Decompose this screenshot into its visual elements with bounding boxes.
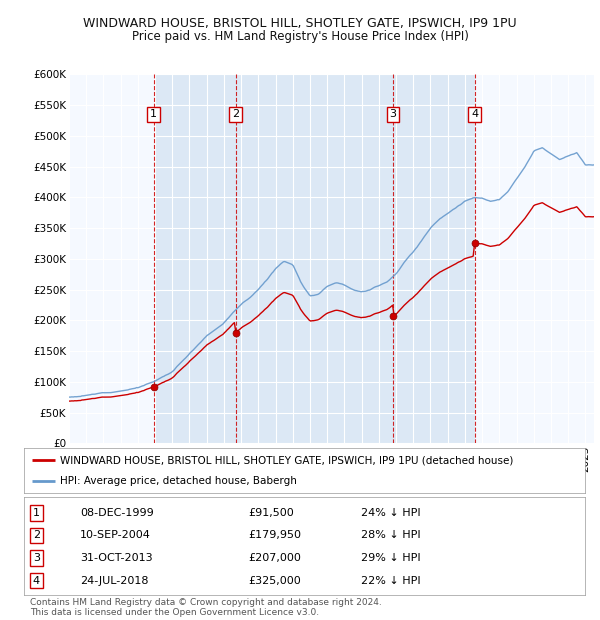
Text: 24-JUL-2018: 24-JUL-2018: [80, 575, 149, 585]
Text: 4: 4: [471, 109, 478, 120]
Text: WINDWARD HOUSE, BRISTOL HILL, SHOTLEY GATE, IPSWICH, IP9 1PU (detached house): WINDWARD HOUSE, BRISTOL HILL, SHOTLEY GA…: [61, 455, 514, 466]
Text: £179,950: £179,950: [248, 531, 301, 541]
Text: WINDWARD HOUSE, BRISTOL HILL, SHOTLEY GATE, IPSWICH, IP9 1PU: WINDWARD HOUSE, BRISTOL HILL, SHOTLEY GA…: [83, 17, 517, 30]
Text: HPI: Average price, detached house, Babergh: HPI: Average price, detached house, Babe…: [61, 476, 298, 486]
Text: £91,500: £91,500: [248, 508, 294, 518]
Text: 3: 3: [33, 553, 40, 563]
Text: 1: 1: [150, 109, 157, 120]
Text: 28% ↓ HPI: 28% ↓ HPI: [361, 531, 420, 541]
Bar: [154, 74, 475, 443]
Text: 08-DEC-1999: 08-DEC-1999: [80, 508, 154, 518]
Text: 29% ↓ HPI: 29% ↓ HPI: [361, 553, 420, 563]
Text: Price paid vs. HM Land Registry's House Price Index (HPI): Price paid vs. HM Land Registry's House …: [131, 30, 469, 43]
Text: 24% ↓ HPI: 24% ↓ HPI: [361, 508, 420, 518]
Text: 22% ↓ HPI: 22% ↓ HPI: [361, 575, 420, 585]
Text: 31-OCT-2013: 31-OCT-2013: [80, 553, 153, 563]
Text: 1: 1: [33, 508, 40, 518]
Bar: [475, 74, 594, 443]
Text: 2: 2: [33, 531, 40, 541]
Text: 10-SEP-2004: 10-SEP-2004: [80, 531, 151, 541]
Text: 2: 2: [232, 109, 239, 120]
Text: £207,000: £207,000: [248, 553, 301, 563]
Text: £325,000: £325,000: [248, 575, 301, 585]
Bar: [69, 74, 154, 443]
Text: Contains HM Land Registry data © Crown copyright and database right 2024.
This d: Contains HM Land Registry data © Crown c…: [30, 598, 382, 617]
Text: 3: 3: [389, 109, 397, 120]
Text: 4: 4: [33, 575, 40, 585]
